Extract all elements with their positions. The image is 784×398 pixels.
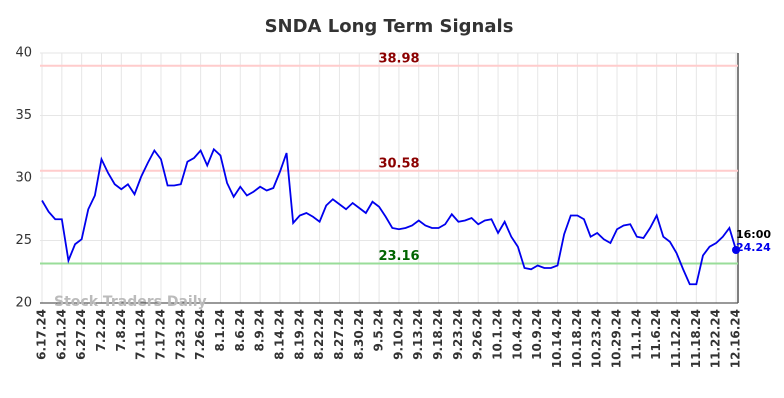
y-tick-label: 35 [15,108,32,123]
x-tick-label: 12.16.24 [729,309,743,368]
y-tick-label: 30 [15,171,32,186]
x-tick-label: 7.26.24 [193,309,207,360]
y-tick-label: 20 [15,296,32,311]
x-tick-label: 7.11.24 [134,309,148,360]
x-tick-label: 6.27.24 [74,309,88,360]
x-tick-label: 8.1.24 [213,309,227,352]
x-tick-label: 7.17.24 [153,309,167,360]
x-tick-label: 9.23.24 [451,309,465,360]
x-tick-label: 11.6.24 [649,309,663,360]
y-tick-label: 25 [15,233,32,248]
watermark: Stock Traders Daily [54,294,207,310]
x-tick-label: 10.29.24 [610,309,624,368]
x-tick-label: 7.2.24 [94,309,108,352]
x-tick-label: 10.9.24 [530,309,544,360]
x-tick-label: 10.23.24 [590,309,604,368]
chart-title: SNDA Long Term Signals [265,16,514,37]
x-tick-label: 11.12.24 [669,309,683,368]
x-tick-label: 8.27.24 [332,309,346,360]
x-tick-label: 9.18.24 [431,309,445,360]
x-tick-label: 8.19.24 [292,309,306,360]
x-tick-label: 8.6.24 [233,309,247,352]
x-tick-label: 9.26.24 [471,309,485,360]
last-point [732,246,740,254]
x-tick-label: 11.18.24 [689,309,703,368]
x-tick-label: 6.21.24 [54,309,68,360]
x-tick-label: 7.23.24 [173,309,187,360]
x-tick-label: 8.22.24 [312,309,326,360]
last-time-label: 16:00 [736,228,771,241]
level-label: 30.58 [378,156,419,171]
x-tick-label: 9.10.24 [391,309,405,360]
x-tick-label: 6.17.24 [35,309,49,360]
level-label: 23.16 [378,249,419,264]
x-tick-label: 7.8.24 [114,309,128,352]
x-tick-label: 10.4.24 [510,309,524,360]
x-tick-label: 11.22.24 [709,309,723,368]
x-tick-label: 8.9.24 [253,309,267,352]
x-tick-label: 8.14.24 [272,309,286,360]
x-tick-label: 10.18.24 [570,309,584,368]
x-tick-label: 9.5.24 [372,309,386,352]
x-tick-label: 10.1.24 [491,309,505,360]
y-tick-label: 40 [15,46,32,61]
level-label: 38.98 [378,51,419,66]
x-tick-label: 8.30.24 [352,309,366,360]
x-tick-label: 11.1.24 [629,309,643,360]
series-line [41,147,737,286]
x-tick-label: 9.13.24 [411,309,425,360]
x-tick-label: 10.14.24 [550,309,564,368]
last-value-label: 24.24 [736,241,771,254]
